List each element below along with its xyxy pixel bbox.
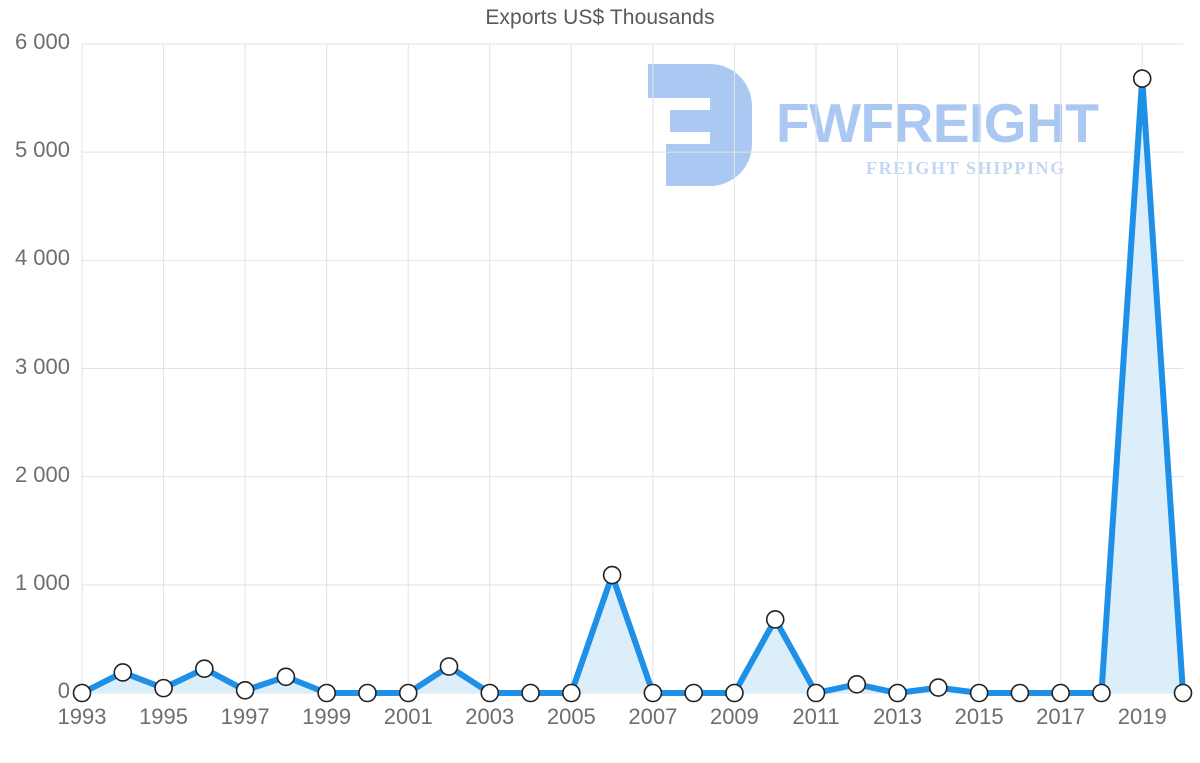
- data-point-marker[interactable]: [969, 683, 989, 703]
- y-axis-tick-label: 2 000: [14, 461, 70, 487]
- data-point-marker[interactable]: [725, 683, 744, 703]
- data-point-marker[interactable]: [276, 667, 296, 687]
- y-axis-tick-label: 6 000: [14, 29, 70, 54]
- data-point-marker[interactable]: [684, 683, 703, 703]
- data-point-marker[interactable]: [1051, 683, 1070, 703]
- x-axis-tick-label: 2017: [1036, 704, 1086, 729]
- x-axis-tick-label: 2001: [383, 704, 433, 729]
- x-axis-tick-label: 1993: [57, 704, 107, 729]
- x-axis-tick-label: 2015: [954, 704, 1004, 729]
- data-point-marker[interactable]: [317, 683, 336, 703]
- data-point-marker[interactable]: [602, 565, 622, 585]
- data-point-marker[interactable]: [154, 678, 173, 698]
- series-area-fill: [82, 78, 1183, 694]
- series-markers: [72, 69, 1193, 703]
- x-axis-tick-label: 2009: [709, 704, 759, 729]
- data-point-marker[interactable]: [643, 683, 663, 703]
- data-point-marker[interactable]: [72, 683, 92, 703]
- data-point-marker[interactable]: [521, 683, 540, 703]
- data-point-marker[interactable]: [888, 683, 907, 703]
- data-point-marker[interactable]: [806, 683, 826, 703]
- data-point-marker[interactable]: [195, 659, 214, 678]
- x-axis-tick-label: 2019: [1117, 704, 1167, 729]
- data-point-marker[interactable]: [562, 683, 581, 703]
- data-point-marker[interactable]: [1132, 69, 1152, 88]
- data-point-marker[interactable]: [929, 678, 948, 697]
- y-axis-tick-label: 0: [57, 678, 70, 703]
- series-line: [79, 75, 1186, 696]
- y-axis-tick-label: 5 000: [14, 137, 70, 163]
- data-point-marker[interactable]: [439, 657, 459, 676]
- chart-title: Exports US$ Thousands: [485, 6, 715, 29]
- x-axis-tick-label: 1995: [139, 704, 189, 729]
- x-axis-tick-label: 2011: [792, 704, 840, 729]
- x-axis-tick-label: 1997: [220, 704, 270, 729]
- y-axis-tick-label: 3 000: [14, 353, 70, 379]
- data-point-marker[interactable]: [235, 680, 255, 700]
- x-axis-tick-label: 2013: [873, 704, 923, 729]
- data-point-marker[interactable]: [113, 663, 133, 682]
- grid-lines: [81, 43, 1183, 694]
- data-point-marker[interactable]: [358, 683, 377, 703]
- data-point-marker[interactable]: [398, 683, 418, 703]
- y-axis-tick-label: 1 000: [14, 569, 70, 595]
- x-axis-tick-label: 2005: [546, 704, 596, 729]
- x-axis-tick-label: 2007: [628, 704, 678, 729]
- x-axis-tick-label: 1999: [302, 704, 352, 729]
- data-point-marker[interactable]: [1173, 683, 1193, 703]
- x-axis-tick-label: 2003: [465, 704, 515, 729]
- data-point-marker[interactable]: [847, 675, 867, 694]
- data-point-marker[interactable]: [1010, 683, 1030, 703]
- data-point-marker[interactable]: [480, 683, 500, 703]
- data-point-marker[interactable]: [1092, 683, 1111, 703]
- data-point-marker[interactable]: [765, 610, 785, 629]
- y-axis-tick-label: 4 000: [14, 245, 70, 271]
